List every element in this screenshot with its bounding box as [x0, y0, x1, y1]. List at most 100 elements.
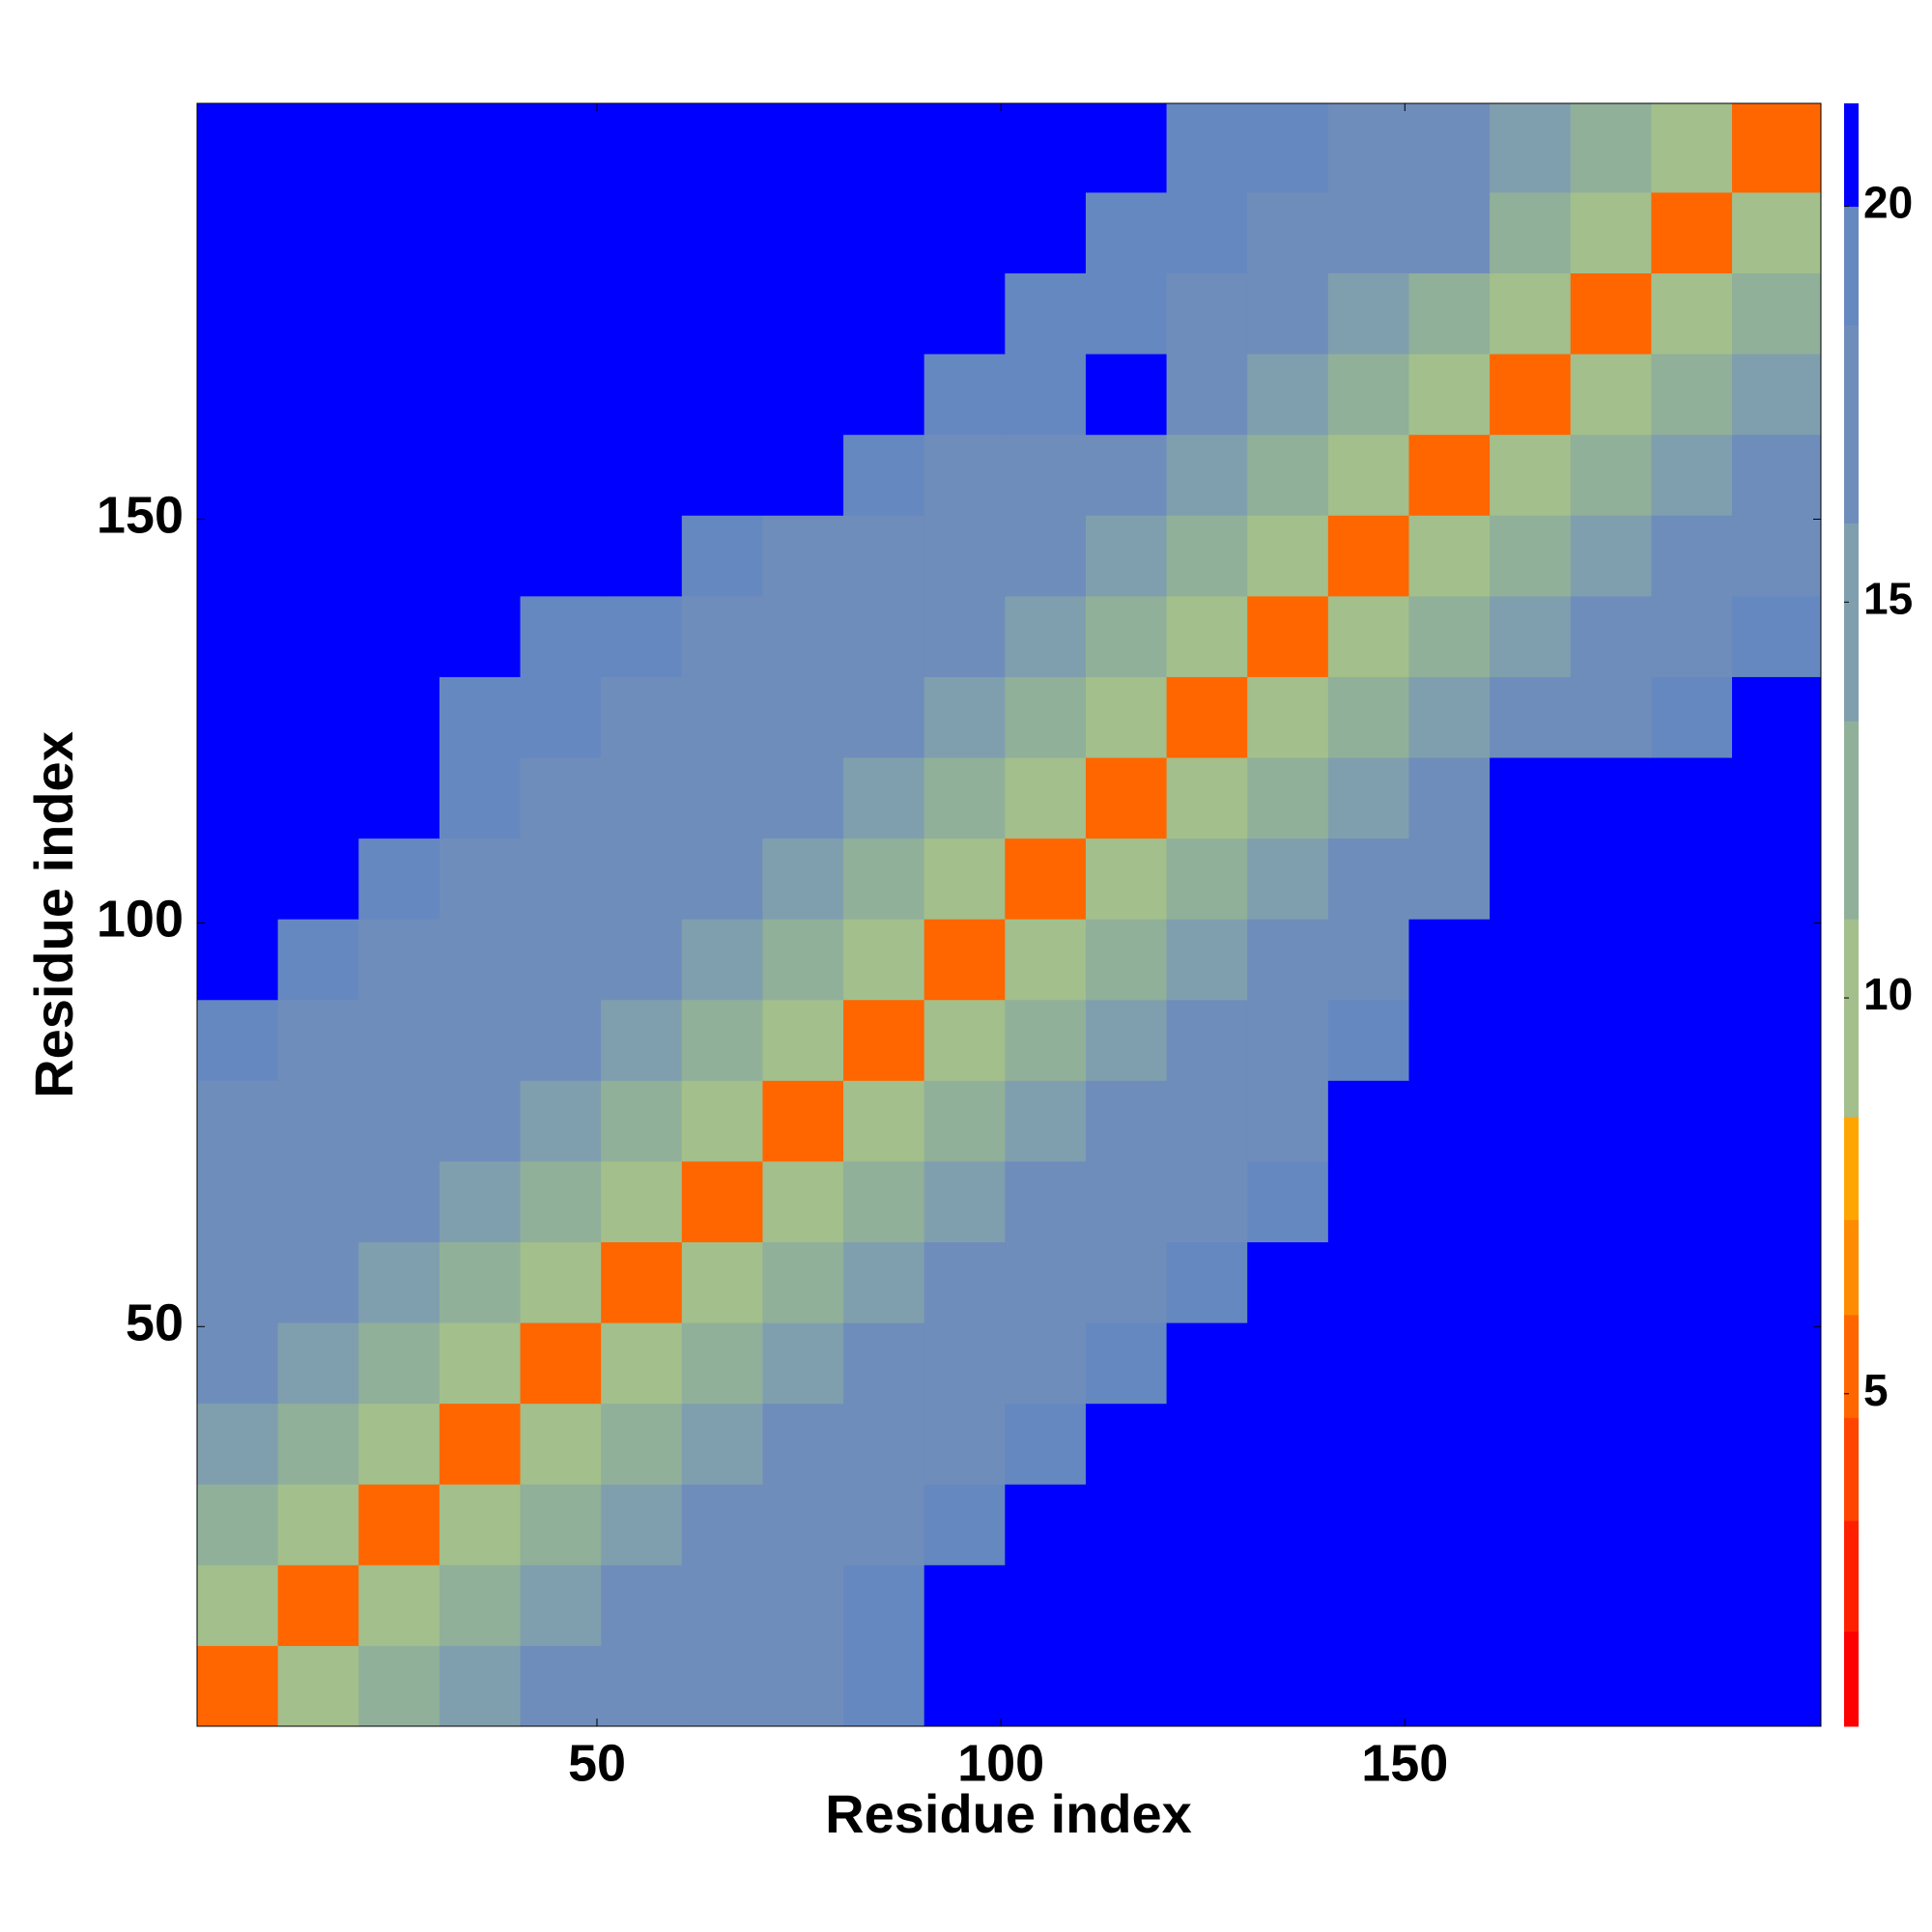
- heatmap-cell: [1490, 272, 1572, 355]
- heatmap-cell: [1085, 191, 1168, 274]
- heatmap-cell: [1247, 595, 1329, 677]
- heatmap-cell: [197, 999, 279, 1081]
- heatmap-cell: [681, 595, 763, 677]
- heatmap-cell: [197, 1645, 279, 1727]
- heatmap-cell: [439, 919, 522, 1001]
- heatmap-cell: [1005, 1564, 1087, 1646]
- heatmap-cell: [1490, 1564, 1572, 1646]
- heatmap-cell: [439, 272, 522, 355]
- heatmap-cell: [1166, 676, 1248, 758]
- heatmap-cells: [197, 103, 1822, 1727]
- colorbar-segment: [1844, 1631, 1859, 1727]
- heatmap-cell: [1732, 1564, 1822, 1646]
- heatmap-cell: [358, 272, 440, 355]
- heatmap-cell: [1651, 595, 1733, 677]
- heatmap-cell: [1327, 838, 1409, 920]
- heatmap-cell: [923, 1484, 1006, 1566]
- heatmap-cell: [1490, 354, 1572, 436]
- heatmap-cell: [1005, 103, 1087, 193]
- heatmap-cell: [197, 1241, 279, 1323]
- heatmap-cell: [439, 595, 522, 677]
- heatmap-cell: [1651, 1484, 1733, 1566]
- heatmap-cell: [1327, 1160, 1409, 1243]
- heatmap-cell: [762, 838, 844, 920]
- heatmap-cell: [1085, 1564, 1168, 1646]
- heatmap-cell: [1247, 1564, 1329, 1646]
- heatmap-cell: [1490, 757, 1572, 839]
- heatmap-cell: [681, 838, 763, 920]
- heatmap-cell: [843, 676, 925, 758]
- heatmap-cell: [1005, 999, 1087, 1081]
- heatmap-cell: [277, 1322, 359, 1405]
- x-tick-label: 150: [1361, 1734, 1448, 1792]
- heatmap-cell: [681, 1241, 763, 1323]
- heatmap-cell: [1327, 1080, 1409, 1162]
- heatmap-cell: [277, 434, 359, 516]
- heatmap-cell: [1166, 191, 1248, 274]
- heatmap-cell: [1490, 515, 1572, 597]
- heatmap-cell: [1166, 103, 1248, 193]
- colorbar-segment: [1844, 1314, 1859, 1418]
- heatmap-cell: [1247, 757, 1329, 839]
- heatmap-cell: [1085, 103, 1168, 193]
- heatmap-cell: [1408, 757, 1491, 839]
- heatmap-cell: [197, 1484, 279, 1566]
- heatmap-cell: [439, 191, 522, 274]
- heatmap-cell: [1327, 1645, 1409, 1727]
- heatmap-cell: [923, 595, 1006, 677]
- heatmap-cell: [1166, 919, 1248, 1001]
- heatmap-cell: [1085, 757, 1168, 839]
- heatmap-cell: [1085, 354, 1168, 436]
- heatmap-cell: [197, 515, 279, 597]
- heatmap-cell: [1408, 1564, 1491, 1646]
- heatmap-cell: [1327, 103, 1409, 193]
- heatmap-cell: [197, 757, 279, 839]
- heatmap-cell: [1166, 999, 1248, 1081]
- heatmap-cell: [601, 1564, 683, 1646]
- heatmap-cell: [601, 595, 683, 677]
- heatmap-cell: [681, 1322, 763, 1405]
- heatmap-cell: [1247, 1322, 1329, 1405]
- heatmap-cell: [439, 1403, 522, 1485]
- heatmap-cell: [439, 354, 522, 436]
- heatmap-cell: [1732, 1403, 1822, 1485]
- heatmap-cell: [681, 1080, 763, 1162]
- heatmap-cell: [1570, 1322, 1652, 1405]
- heatmap-cell: [358, 1160, 440, 1243]
- heatmap-cell: [1651, 676, 1733, 758]
- heatmap-cell: [277, 1241, 359, 1323]
- heatmap-cell: [277, 595, 359, 677]
- heatmap-cell: [197, 1322, 279, 1405]
- heatmap-cell: [1651, 1645, 1733, 1727]
- heatmap-cell: [1408, 103, 1491, 193]
- heatmap-cell: [762, 676, 844, 758]
- heatmap-cell: [843, 595, 925, 677]
- heatmap-cell: [1408, 1484, 1491, 1566]
- heatmap-cell: [923, 1322, 1006, 1405]
- heatmap-cell: [923, 434, 1006, 516]
- heatmap-cell: [1490, 838, 1572, 920]
- heatmap-cell: [681, 919, 763, 1001]
- heatmap-cell: [1166, 1080, 1248, 1162]
- heatmap-cell: [520, 919, 602, 1001]
- heatmap-cell: [358, 1241, 440, 1323]
- heatmap-cell: [1570, 838, 1652, 920]
- heatmap-cell: [197, 676, 279, 758]
- heatmap-cell: [681, 999, 763, 1081]
- heatmap-cell: [520, 999, 602, 1081]
- heatmap-cell: [520, 838, 602, 920]
- heatmap-cell: [197, 191, 279, 274]
- heatmap-cell: [762, 515, 844, 597]
- heatmap-cell: [1651, 272, 1733, 355]
- heatmap-cell: [681, 1564, 763, 1646]
- heatmap-cell: [601, 757, 683, 839]
- heatmap-cell: [1247, 1080, 1329, 1162]
- x-axis-label: Residue index: [825, 1783, 1192, 1844]
- colorbar-tick-label: 5: [1863, 1365, 1889, 1415]
- heatmap-cell: [1570, 999, 1652, 1081]
- heatmap-cell: [1166, 1322, 1248, 1405]
- heatmap-cell: [1166, 757, 1248, 839]
- heatmap-cell: [681, 1645, 763, 1727]
- heatmap-cell: [1570, 1403, 1652, 1485]
- heatmap-cell: [601, 272, 683, 355]
